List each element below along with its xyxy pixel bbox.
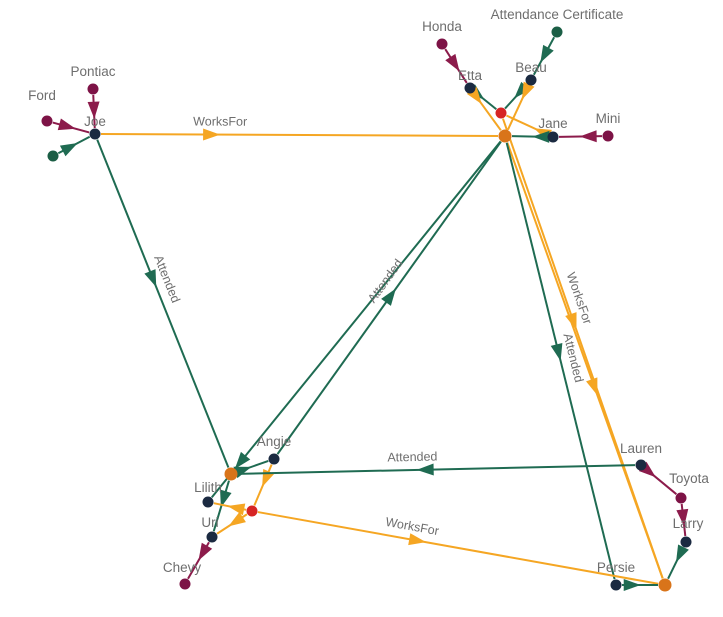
- node-label-ford: Ford: [28, 88, 56, 103]
- graph-node-pontiac[interactable]: [87, 83, 99, 95]
- node-label-certificate: Attendance Certificate: [491, 7, 624, 22]
- edge-arrowhead: [220, 489, 232, 508]
- graph-node-lilith[interactable]: [202, 496, 214, 508]
- edge-label: WorksFor: [193, 114, 247, 128]
- edge-label: Attended: [387, 449, 437, 464]
- node-label-toyota: Toyota: [669, 471, 709, 486]
- edge-arrowhead: [262, 469, 275, 488]
- graph-node-mini[interactable]: [602, 130, 614, 142]
- graph-node-chevy[interactable]: [179, 578, 191, 590]
- edge-arrowhead: [676, 544, 689, 563]
- node-label-beau: Beau: [515, 60, 547, 75]
- graph-node-beau[interactable]: [525, 74, 537, 86]
- edge-arrowhead: [579, 130, 597, 143]
- edge-arrowhead: [550, 343, 563, 361]
- graph-node-huborange2[interactable]: [224, 467, 238, 481]
- edge-arrowhead: [234, 451, 251, 469]
- graph-node-toyota[interactable]: [675, 492, 687, 504]
- node-label-joe: Joe: [84, 114, 106, 129]
- graph-node-angie[interactable]: [268, 453, 280, 465]
- edge-arrowhead: [228, 512, 246, 527]
- graph-node-persie[interactable]: [610, 579, 622, 591]
- edge-arrowhead: [586, 377, 598, 396]
- graph-node-uri[interactable]: [206, 531, 218, 543]
- edge-arrowhead: [227, 503, 246, 516]
- edge-arrowhead: [408, 533, 426, 546]
- edge-arrowhead: [532, 130, 550, 143]
- graph-node-joe[interactable]: [89, 128, 101, 140]
- node-labels-layer: Ford Pontiac Joe Honda Etta Attendance Certif…: [28, 7, 709, 575]
- graph-edge: [100, 133, 499, 137]
- edge-arrowhead: [416, 463, 434, 476]
- edge-arrowhead: [233, 466, 252, 479]
- node-label-lilith: Lilith: [194, 480, 222, 495]
- graph-node-huborange1[interactable]: [498, 129, 512, 143]
- edge-arrowhead: [676, 508, 689, 527]
- edge-arrowhead: [623, 579, 641, 591]
- edges-layer: [52, 36, 689, 591]
- edge-arrowhead: [203, 128, 221, 141]
- node-label-jane: Jane: [538, 116, 567, 131]
- edge-arrowhead: [466, 86, 482, 105]
- node-label-honda: Honda: [422, 19, 462, 34]
- graph-node-etta[interactable]: [464, 82, 476, 94]
- edge-arrowhead: [198, 542, 213, 561]
- edge-label: Attended: [151, 253, 183, 305]
- edge-arrowhead: [87, 101, 100, 119]
- edge-arrowhead: [521, 81, 535, 100]
- node-label-uri: Uri: [201, 515, 218, 530]
- edge-arrowhead: [445, 53, 460, 72]
- edge-arrowhead: [144, 269, 157, 288]
- edge-arrowhead: [638, 461, 656, 478]
- edge-arrowhead: [57, 118, 76, 131]
- node-label-angie: Angie: [257, 434, 292, 449]
- graph-node-hubred1[interactable]: [495, 107, 507, 119]
- graph-node-hubred2[interactable]: [246, 505, 258, 517]
- edge-arrowhead: [381, 288, 396, 306]
- node-label-lauren: Lauren: [620, 441, 662, 456]
- graph-node-huborange3[interactable]: [658, 578, 672, 592]
- graph-node-larry[interactable]: [680, 536, 692, 548]
- node-label-pontiac: Pontiac: [70, 64, 115, 79]
- graph-edge: [505, 142, 616, 580]
- node-label-mini: Mini: [596, 111, 621, 126]
- graph-edge: [237, 464, 636, 475]
- graph-edge: [211, 140, 502, 498]
- graph-edge: [257, 511, 659, 585]
- node-label-persie: Persie: [597, 560, 635, 575]
- edge-arrowhead: [59, 143, 78, 157]
- graph-node-certificate[interactable]: [551, 26, 563, 38]
- nodes-layer: [41, 26, 692, 592]
- graph-node-ford[interactable]: [41, 115, 53, 127]
- edge-arrowhead: [514, 81, 531, 99]
- graph-edge: [506, 142, 664, 579]
- graph-node-green1[interactable]: [47, 150, 59, 162]
- node-label-etta: Etta: [458, 68, 483, 83]
- edge-arrowhead: [540, 44, 554, 63]
- graph-node-honda[interactable]: [436, 38, 448, 50]
- graph-node-jane[interactable]: [547, 131, 559, 143]
- node-label-chevy: Chevy: [163, 560, 202, 575]
- graph-edge: [96, 139, 230, 468]
- graph-node-lauren[interactable]: [635, 459, 647, 471]
- node-label-larry: Larry: [673, 516, 704, 531]
